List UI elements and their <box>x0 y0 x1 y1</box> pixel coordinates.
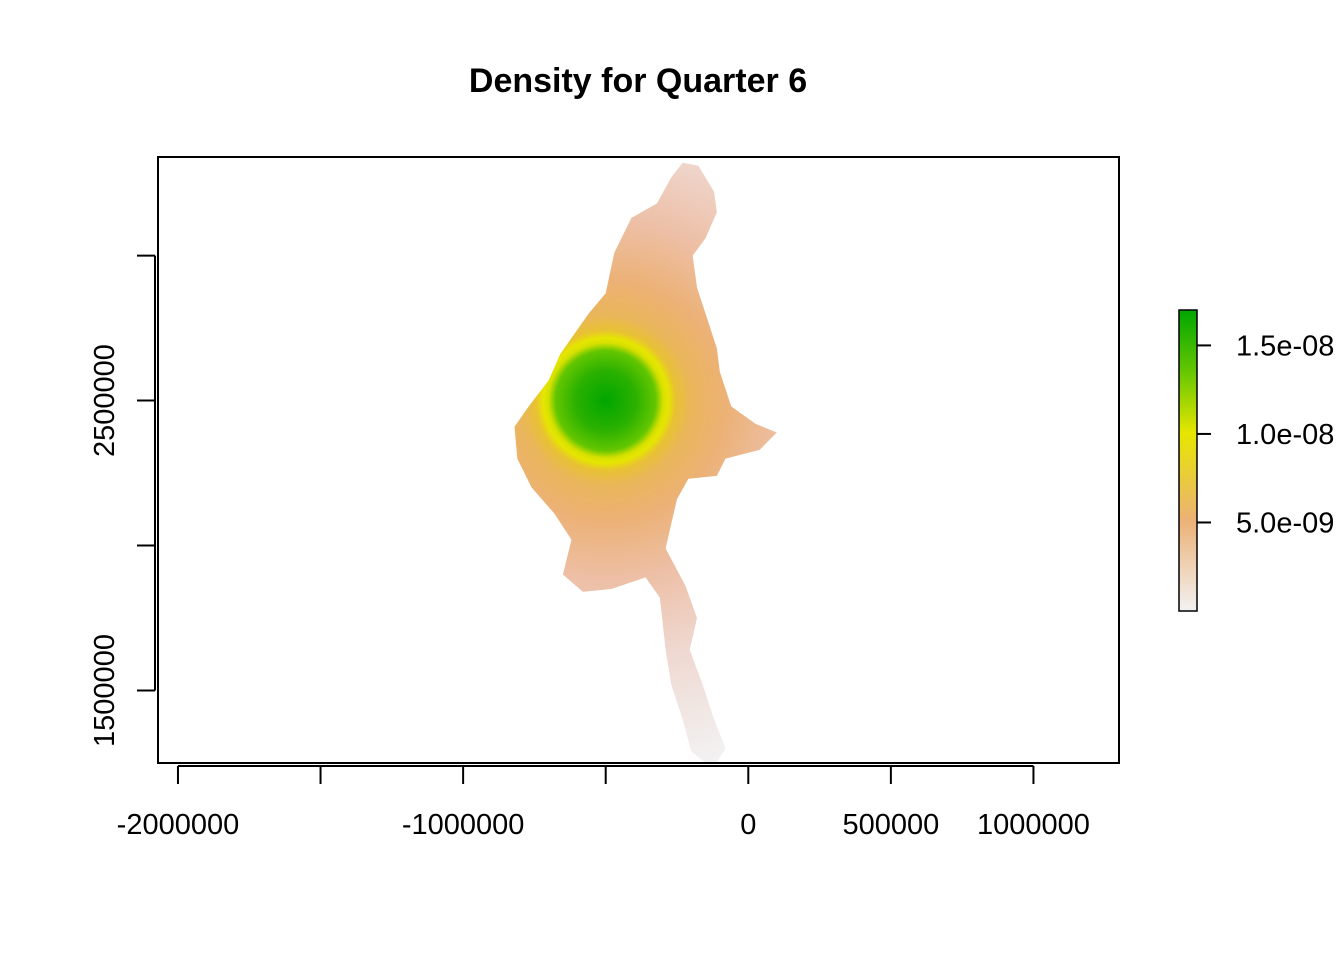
legend-tick-label: 1.5e-08 <box>1236 330 1334 362</box>
chart-title: Density for Quarter 6 <box>469 62 807 100</box>
x-tick-label: -2000000 <box>117 809 240 841</box>
legend-tick-label: 1.0e-08 <box>1236 419 1334 451</box>
legend-tick-label: 5.0e-09 <box>1236 507 1334 539</box>
x-axis: -2000000 -1000000 0 500000 1000000 <box>117 765 1090 841</box>
x-tick-label: 0 <box>740 809 756 841</box>
plot-frame <box>157 156 1120 764</box>
x-tick-label: 1000000 <box>977 809 1090 841</box>
y-axis: 1500000 2500000 <box>89 254 156 747</box>
y-tick-label: 1500000 <box>89 634 121 747</box>
y-tick-label: 2500000 <box>89 344 121 457</box>
x-tick-label: 500000 <box>842 809 939 841</box>
x-tick-label: -1000000 <box>402 809 525 841</box>
legend: 5.0e-09 1.0e-08 1.5e-08 <box>1178 309 1334 612</box>
legend-colorbar <box>1178 309 1198 612</box>
density-region <box>514 162 777 763</box>
